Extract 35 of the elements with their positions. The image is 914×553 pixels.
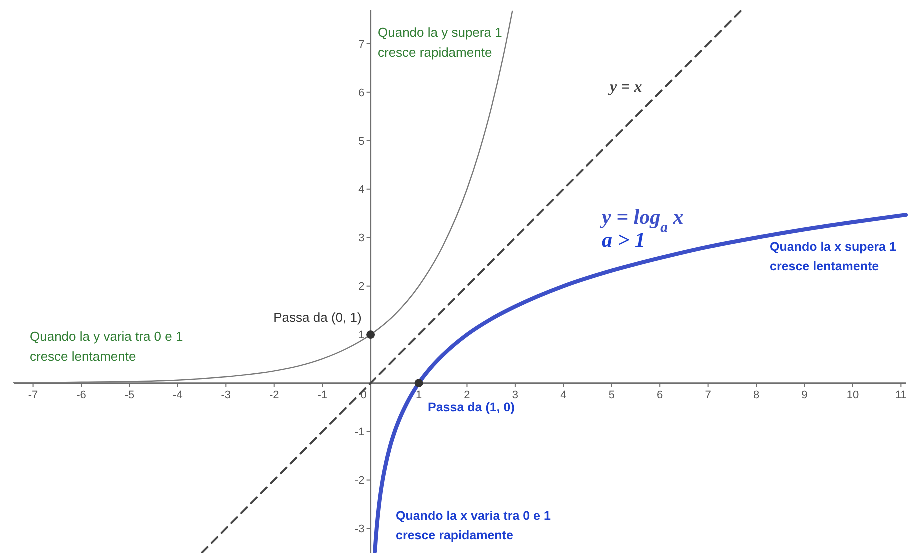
y-tick-label: -3 xyxy=(355,524,365,536)
x-tick-label: 6 xyxy=(657,389,664,402)
x-tick-label: 4 xyxy=(560,389,567,402)
x-tick-label: 5 xyxy=(608,389,615,402)
x-tick-label: 2 xyxy=(464,389,470,402)
series-label: y = x xyxy=(608,79,642,96)
y-tick-label: 7 xyxy=(358,38,365,51)
y-tick-label: -1 xyxy=(355,426,365,439)
x-tick-label: 3 xyxy=(512,389,519,402)
x-tick-label: -4 xyxy=(173,389,183,402)
x-tick-label: -2 xyxy=(269,389,280,402)
y-tick-label: 6 xyxy=(358,87,365,100)
annotation: Passa da (1, 0) xyxy=(428,400,515,414)
x-tick-label: -6 xyxy=(76,389,86,402)
annotation: Quando la y supera 1 cresce rapidamente xyxy=(378,25,502,60)
y-tick-label: 1 xyxy=(358,330,365,342)
y-tick-label: 3 xyxy=(358,232,365,245)
annotation: Quando la y varia tra 0 e 1 cresce lentamente xyxy=(30,329,184,364)
x-tick-label: -5 xyxy=(124,389,135,402)
x-tick-label: 1 xyxy=(416,389,422,402)
x-tick-label: -1 xyxy=(318,389,328,402)
annotation: Quando la x varia tra 0 e 1 cresce rapidamente xyxy=(396,509,551,542)
x-tick-label: -7 xyxy=(28,389,38,402)
y-tick-label: 5 xyxy=(358,136,365,148)
x-tick-label: 7 xyxy=(705,389,712,402)
x-tick-label: -3 xyxy=(221,389,232,402)
y-tick-label: 4 xyxy=(358,184,365,196)
x-tick-label: 10 xyxy=(846,389,860,402)
x-tick-label: 11 xyxy=(895,389,907,402)
x-tick-label: 9 xyxy=(802,389,808,402)
annotation: Passa da (0, 1) xyxy=(274,310,362,325)
y-tick-label: 2 xyxy=(358,281,365,294)
x-tick-label: 8 xyxy=(753,389,760,402)
annotation: Quando la x supera 1 cresce lentamente xyxy=(770,240,896,274)
y-tick-label: -2 xyxy=(355,475,365,488)
